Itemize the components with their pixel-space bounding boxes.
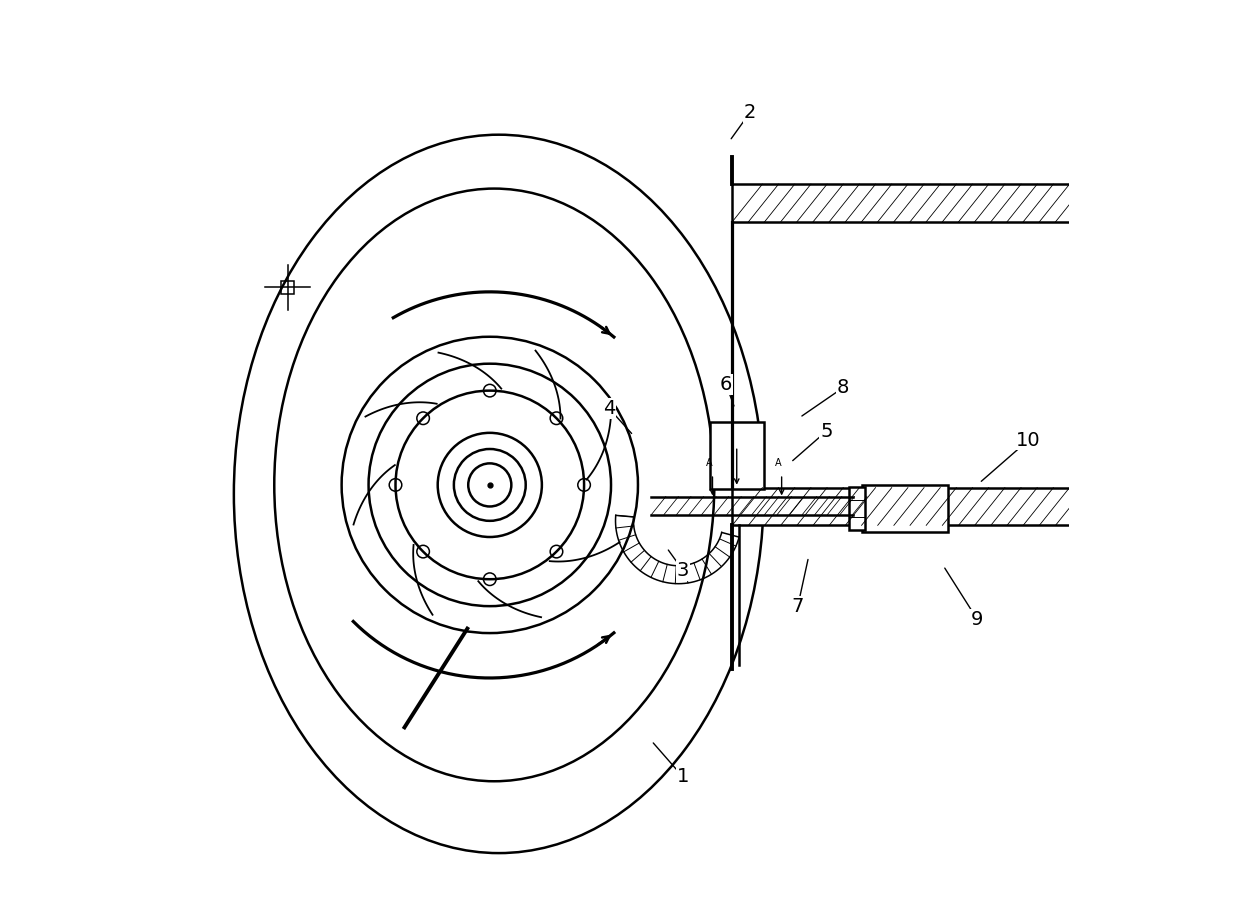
Text: 6: 6 [719,374,732,394]
Text: 4: 4 [603,399,615,418]
Text: A: A [706,458,712,468]
Bar [733,488,1078,525]
Bar [709,422,764,489]
Bar [733,488,1078,525]
Text: 1: 1 [677,767,689,787]
Text: 2: 2 [744,102,756,122]
Bar [863,485,947,532]
Bar [849,487,866,530]
Text: 5: 5 [821,421,833,441]
Text: 10: 10 [1017,430,1040,450]
Text: 8: 8 [837,378,849,398]
Text: 3: 3 [677,560,689,580]
Bar [281,281,294,294]
Bar [733,184,1078,222]
Text: 9: 9 [971,610,983,629]
Text: A: A [775,458,781,468]
Text: 7: 7 [791,596,804,616]
